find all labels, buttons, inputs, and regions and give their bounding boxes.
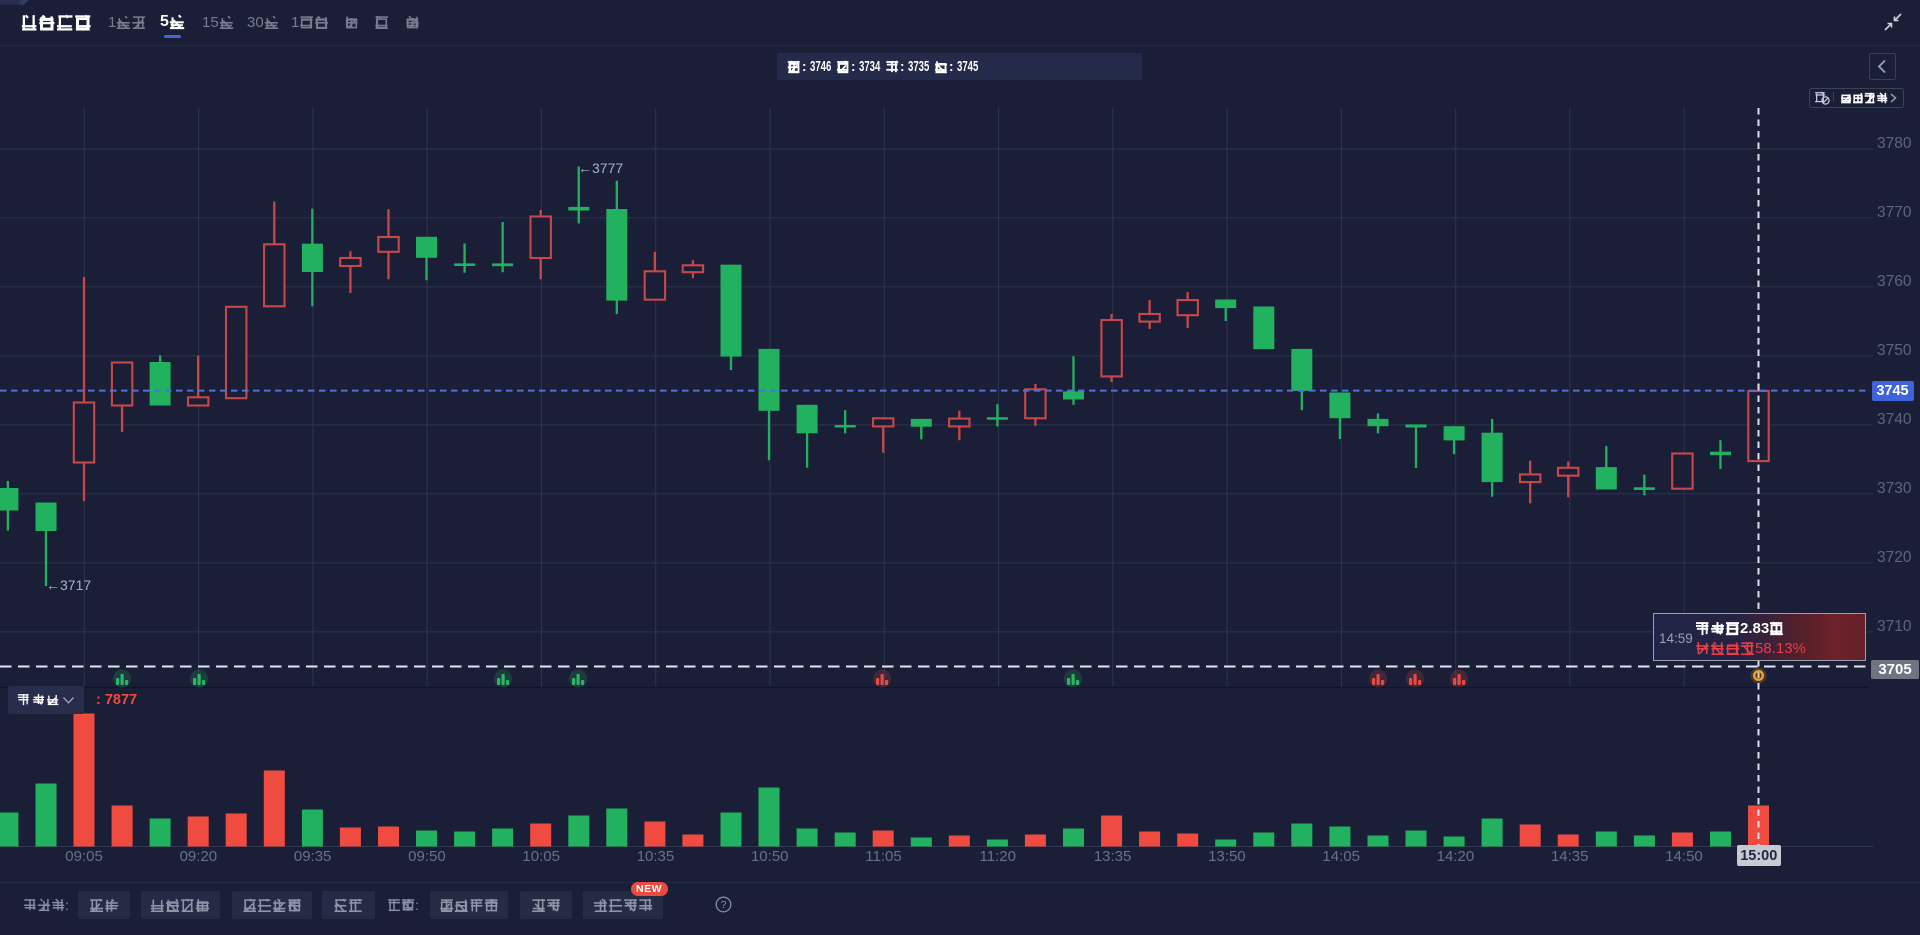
svg-text:?: ? (721, 899, 727, 911)
